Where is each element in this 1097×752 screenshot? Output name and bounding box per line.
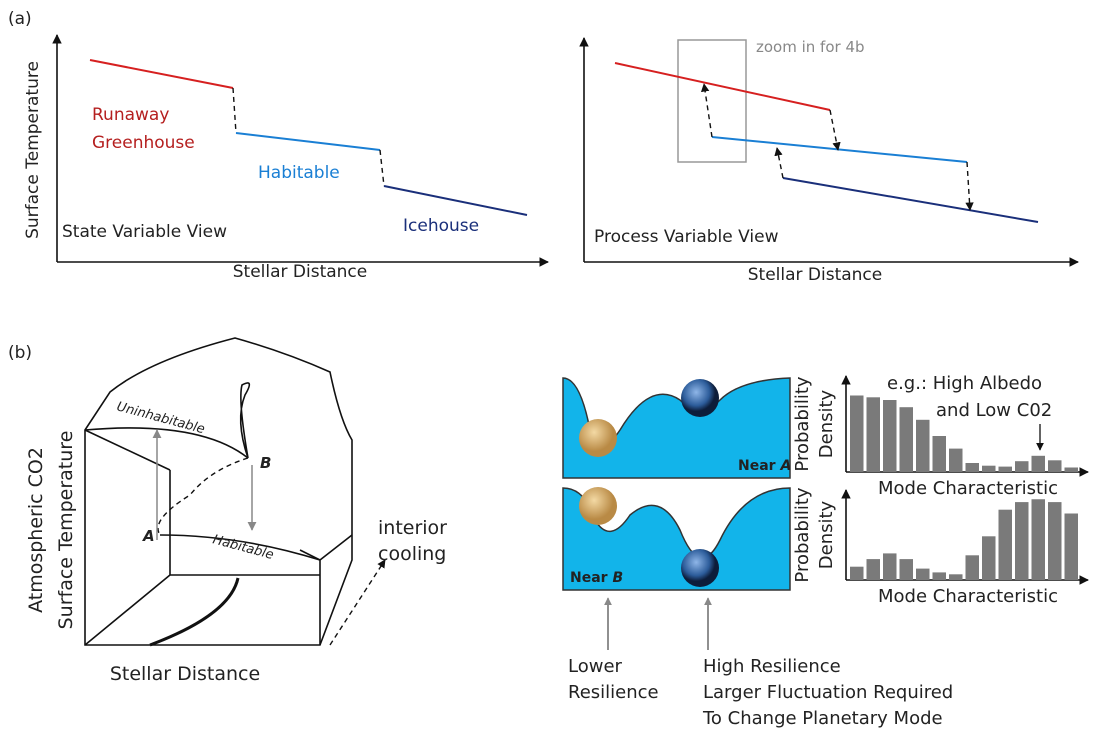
unstable-branch [158,458,248,535]
process-view: Stellar Distance zoom in for 4b Process … [584,38,1078,285]
histogram-bar [933,436,947,472]
icehouse-line [783,178,1038,222]
histogram-bar [916,420,930,472]
transition [380,150,384,186]
zoom-box [678,40,746,162]
note: Larger Fluctuation Required [703,682,953,703]
histogram-bar [883,400,897,472]
basin-point: B [612,570,623,586]
histogram-bar [999,467,1013,472]
x-axis-label: Mode Characteristic [878,478,1058,499]
histogram-bar [933,572,947,580]
histogram-bar [916,569,930,580]
note: Resilience [568,682,659,703]
branch-label: Uninhabitable [115,399,206,437]
histogram-bar [1015,502,1029,580]
histogram-bar [1048,460,1062,472]
planet [579,419,617,457]
histograms: e.g.: High Albedo and Low C02 Probabilit… [792,373,1088,607]
basin-label: Near A [738,458,791,474]
branch-label: Habitable [211,532,275,563]
projection [150,578,238,645]
caption: State Variable View [62,222,227,242]
histogram-bar [900,407,914,472]
zoom-note: zoom in for 4b [756,38,865,56]
histogram-bar [867,397,881,472]
basin-text: Near [738,458,776,474]
histogram-bar [1065,514,1079,581]
histogram-bar [966,463,980,472]
cooling-arrow [330,560,385,645]
histogram-bar [1032,499,1046,580]
regime-label: Greenhouse [92,133,195,153]
histogram-bar [1032,456,1046,472]
state-view: Surface Temperature Stellar Distance Run… [23,35,548,282]
histogram-bar [966,555,980,580]
basin-text: Near [570,570,608,586]
y-axis-label: Density [816,389,837,458]
histogram-bar [900,559,914,580]
caption: Process Variable View [594,227,779,247]
regime-label: Icehouse [403,216,479,236]
planet [579,487,617,525]
note: To Change Planetary Mode [702,708,943,729]
transition [233,88,236,133]
note: High Resilience [703,656,841,677]
regime-label: Habitable [258,163,340,183]
annotation: and Low C02 [936,400,1052,421]
panel-label: (a) [8,9,32,29]
transition [830,110,838,150]
planet [681,379,719,417]
x-axis-label: Stellar Distance [233,262,368,282]
figure: (a) Surface Temperature Stellar Distance… [0,0,1097,748]
transition [967,162,970,210]
histogram-bar [949,449,963,472]
histogram-bar [999,510,1013,580]
fold [241,383,250,458]
direction-label: cooling [378,543,446,565]
planet [681,549,719,587]
histogram-bar [850,567,864,580]
histogram-bar [1048,502,1062,580]
regime-label: Runaway [92,105,169,125]
annotation: e.g.: High Albedo [887,373,1042,394]
histogram-bar [949,574,963,580]
y-axis-label: Atmospheric CO2 [25,447,47,613]
icehouse-line [384,186,527,215]
histogram-bar [1015,461,1029,472]
histogram-bar [850,396,864,473]
block-outline [85,338,352,645]
y-axis-label: Density [816,500,837,569]
x-axis-label: Mode Characteristic [878,586,1058,607]
landscape: Uninhabitable Habitable B A Atmospheric … [25,338,447,685]
y-axis-label: Probability [792,487,813,582]
habitable-line [236,133,380,150]
y-axis-label: Probability [792,376,813,471]
x-axis-label: Stellar Distance [110,663,260,685]
transition [777,148,783,178]
transition [704,84,712,137]
histogram-bar [883,553,897,580]
histogram-bar [982,536,996,580]
x-axis-label: Stellar Distance [748,265,883,285]
basin-point: A [779,458,791,474]
histogram-bar [867,559,881,580]
point-label: B [260,454,271,472]
basin-label: Near B [570,570,623,586]
point-label: A [142,527,155,545]
y-axis-label: Surface Temperature [23,61,43,239]
direction-label: interior [378,517,447,539]
panel-label: (b) [8,343,32,363]
greenhouse-line [90,60,233,88]
histogram-bar [1065,468,1079,473]
note: Lower [568,656,623,677]
histogram-bar [982,466,996,472]
y-axis-label: Surface Temperature [55,431,77,630]
habitable-line [712,137,967,162]
greenhouse-line [615,63,830,110]
